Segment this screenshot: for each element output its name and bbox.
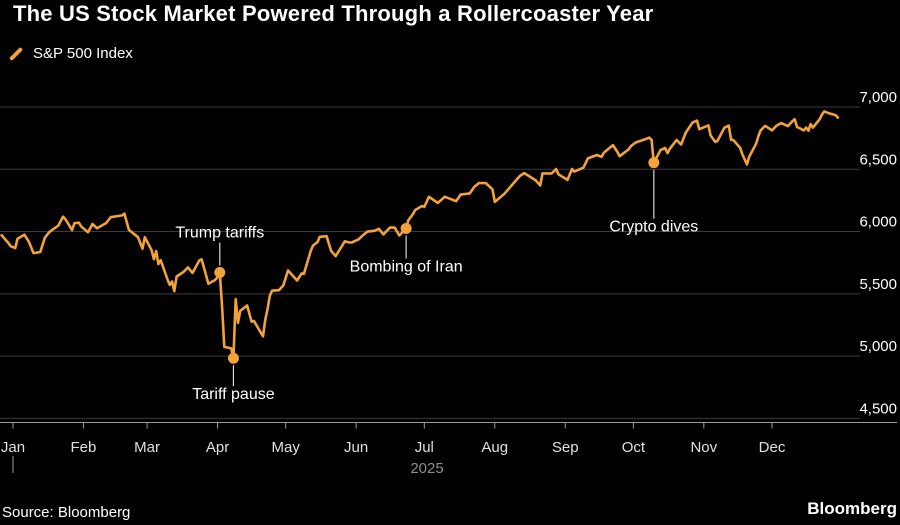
annotation-dot	[400, 222, 412, 234]
x-axis-label: Aug	[481, 439, 508, 456]
legend: S&P 500 Index	[8, 45, 133, 62]
bloomberg-logo: Bloomberg	[807, 499, 897, 518]
x-axis-label: Jun	[344, 439, 368, 456]
annotation-label: Trump tariffs	[175, 225, 264, 242]
x-axis-label: Sep	[552, 439, 579, 456]
y-axis-label: 5,000	[859, 338, 897, 355]
x-axis-label: Nov	[690, 439, 717, 456]
y-axis-label: 4,500	[859, 400, 897, 417]
annotation-label: Crypto dives	[609, 219, 698, 236]
annotation-dot	[214, 267, 226, 279]
x-axis-label: Jul	[415, 439, 434, 456]
x-axis-label: Apr	[206, 439, 229, 456]
y-axis-label: 6,500	[859, 151, 897, 168]
annotation-dot	[648, 157, 660, 169]
x-axis-label: Feb	[71, 439, 97, 456]
x-axis-label: Jan	[1, 439, 25, 456]
x-axis-label: Oct	[622, 439, 646, 456]
y-axis-label: 5,500	[859, 276, 897, 293]
annotation-label: Bombing of Iran	[350, 258, 463, 275]
y-axis-label: 7,000	[859, 89, 897, 106]
source-label: Source: Bloomberg	[2, 504, 131, 521]
legend-series-label: S&P 500 Index	[33, 45, 133, 62]
annotation-dot	[227, 352, 239, 364]
year-label: 2025	[410, 460, 443, 477]
sp500-series-line	[0, 110, 840, 360]
x-axis-label: Dec	[759, 439, 786, 456]
y-axis-label: 6,000	[859, 214, 897, 231]
x-axis-label: May	[272, 439, 301, 456]
annotation-label: Tariff pause	[192, 386, 275, 403]
page-title: The US Stock Market Powered Through a Ro…	[13, 1, 654, 26]
x-axis-label: Mar	[134, 439, 160, 456]
